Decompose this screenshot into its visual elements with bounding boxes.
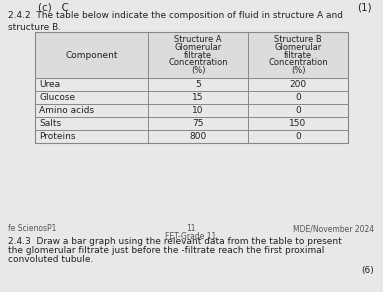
Text: convoluted tubule.: convoluted tubule. — [8, 255, 93, 264]
Text: 150: 150 — [290, 119, 307, 128]
Text: 2.4.3  Draw a bar graph using the relevant data from the table to present: 2.4.3 Draw a bar graph using the relevan… — [8, 237, 342, 246]
Text: 10: 10 — [192, 106, 204, 115]
Bar — [35, 32, 348, 78]
Text: (6): (6) — [361, 266, 374, 275]
Text: FET-Grade 11: FET-Grade 11 — [165, 232, 217, 241]
Text: Concentration: Concentration — [268, 58, 328, 67]
Text: Salts: Salts — [39, 119, 61, 128]
Text: 0: 0 — [295, 106, 301, 115]
Text: 200: 200 — [290, 80, 306, 89]
Text: Glucose: Glucose — [39, 93, 75, 102]
Text: Amino acids: Amino acids — [39, 106, 94, 115]
Text: 15: 15 — [192, 93, 204, 102]
Text: 0: 0 — [295, 132, 301, 141]
Text: 5: 5 — [195, 80, 201, 89]
Text: Glomerular: Glomerular — [174, 43, 222, 52]
Text: (%): (%) — [191, 66, 205, 75]
Text: Structure A: Structure A — [174, 35, 222, 44]
Text: (1): (1) — [357, 3, 372, 13]
Text: (%): (%) — [291, 66, 305, 75]
Text: the glomerular filtrate just before the -filtrate reach the first proximal: the glomerular filtrate just before the … — [8, 246, 324, 255]
Text: Urea: Urea — [39, 80, 60, 89]
Text: MDE/November 2024: MDE/November 2024 — [293, 224, 374, 233]
Bar — [35, 32, 348, 143]
Text: filtrate: filtrate — [184, 51, 212, 60]
Text: Structure B: Structure B — [274, 35, 322, 44]
Text: 11: 11 — [186, 224, 196, 233]
Text: Component: Component — [65, 51, 118, 60]
Text: 800: 800 — [189, 132, 206, 141]
Text: (c)   C: (c) C — [38, 3, 69, 13]
Text: Concentration: Concentration — [168, 58, 228, 67]
Text: 2.4.2  The table below indicate the composition of fluid in structure A and
stru: 2.4.2 The table below indicate the compo… — [8, 11, 343, 32]
Text: Glomerular: Glomerular — [274, 43, 322, 52]
Text: 75: 75 — [192, 119, 204, 128]
Text: Proteins: Proteins — [39, 132, 75, 141]
Text: 0: 0 — [295, 93, 301, 102]
Text: fe ScienosP1: fe ScienosP1 — [8, 224, 56, 233]
Text: filtrate: filtrate — [284, 51, 312, 60]
